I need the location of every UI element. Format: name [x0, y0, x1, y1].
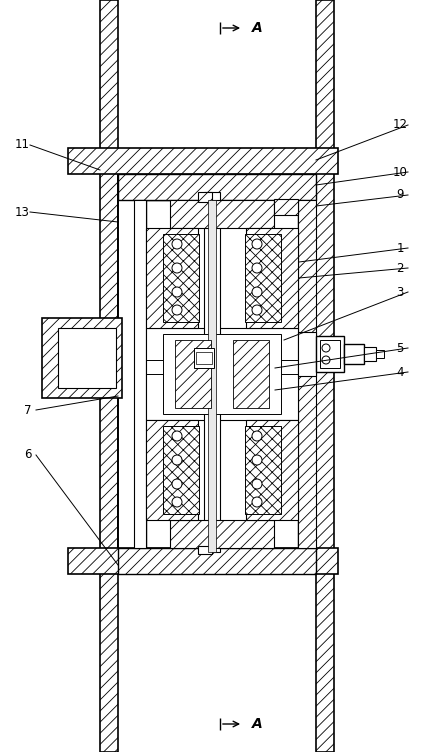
Circle shape — [252, 431, 262, 441]
Bar — [163, 426, 199, 514]
Bar — [175, 340, 211, 408]
Bar — [245, 426, 281, 514]
Bar — [42, 318, 122, 398]
Text: A: A — [252, 717, 263, 731]
Bar — [364, 347, 376, 361]
Text: 3: 3 — [396, 286, 403, 299]
Text: 12: 12 — [393, 119, 407, 132]
Bar — [196, 352, 212, 364]
Text: 7: 7 — [24, 404, 32, 417]
Bar — [245, 234, 281, 322]
Text: 1: 1 — [396, 241, 404, 254]
Bar — [316, 0, 334, 752]
Bar — [376, 350, 384, 358]
Bar — [146, 200, 298, 548]
Bar — [170, 200, 274, 228]
Bar — [100, 0, 118, 752]
Bar — [298, 200, 316, 548]
Bar — [146, 420, 198, 520]
Text: 13: 13 — [15, 205, 29, 219]
Text: 6: 6 — [24, 448, 32, 462]
Bar — [118, 174, 316, 200]
Bar — [298, 332, 316, 376]
Bar — [68, 548, 338, 574]
Bar — [198, 192, 212, 202]
Circle shape — [172, 263, 182, 273]
Circle shape — [252, 479, 262, 489]
Text: 11: 11 — [15, 138, 29, 151]
Bar — [194, 348, 214, 368]
Bar — [146, 228, 198, 328]
Circle shape — [252, 455, 262, 465]
Bar — [163, 334, 281, 414]
Circle shape — [322, 344, 330, 352]
Bar — [246, 420, 298, 520]
Bar — [146, 328, 298, 420]
Circle shape — [172, 239, 182, 249]
Bar — [134, 200, 146, 548]
Text: A: A — [252, 21, 263, 35]
Bar — [208, 200, 216, 552]
Circle shape — [252, 305, 262, 315]
Bar — [163, 234, 199, 322]
Circle shape — [252, 287, 262, 297]
Text: 2: 2 — [396, 262, 404, 274]
Text: 9: 9 — [396, 189, 404, 202]
Bar — [170, 520, 274, 548]
Circle shape — [252, 497, 262, 507]
Circle shape — [172, 305, 182, 315]
Circle shape — [172, 497, 182, 507]
Bar — [316, 336, 344, 372]
Bar — [344, 344, 364, 364]
Text: 10: 10 — [393, 165, 407, 178]
Bar — [246, 228, 298, 328]
Bar — [68, 148, 338, 174]
Bar — [58, 328, 116, 388]
Bar — [233, 340, 269, 408]
Circle shape — [252, 263, 262, 273]
Circle shape — [322, 356, 330, 364]
Bar — [204, 192, 220, 552]
Bar — [320, 340, 340, 368]
Bar — [118, 548, 316, 574]
Circle shape — [172, 287, 182, 297]
Circle shape — [172, 431, 182, 441]
Bar — [274, 199, 298, 215]
Circle shape — [172, 455, 182, 465]
Circle shape — [172, 479, 182, 489]
Text: 4: 4 — [396, 365, 404, 378]
Bar — [198, 546, 212, 554]
Circle shape — [252, 239, 262, 249]
Bar — [118, 174, 316, 574]
Text: 5: 5 — [396, 341, 403, 354]
